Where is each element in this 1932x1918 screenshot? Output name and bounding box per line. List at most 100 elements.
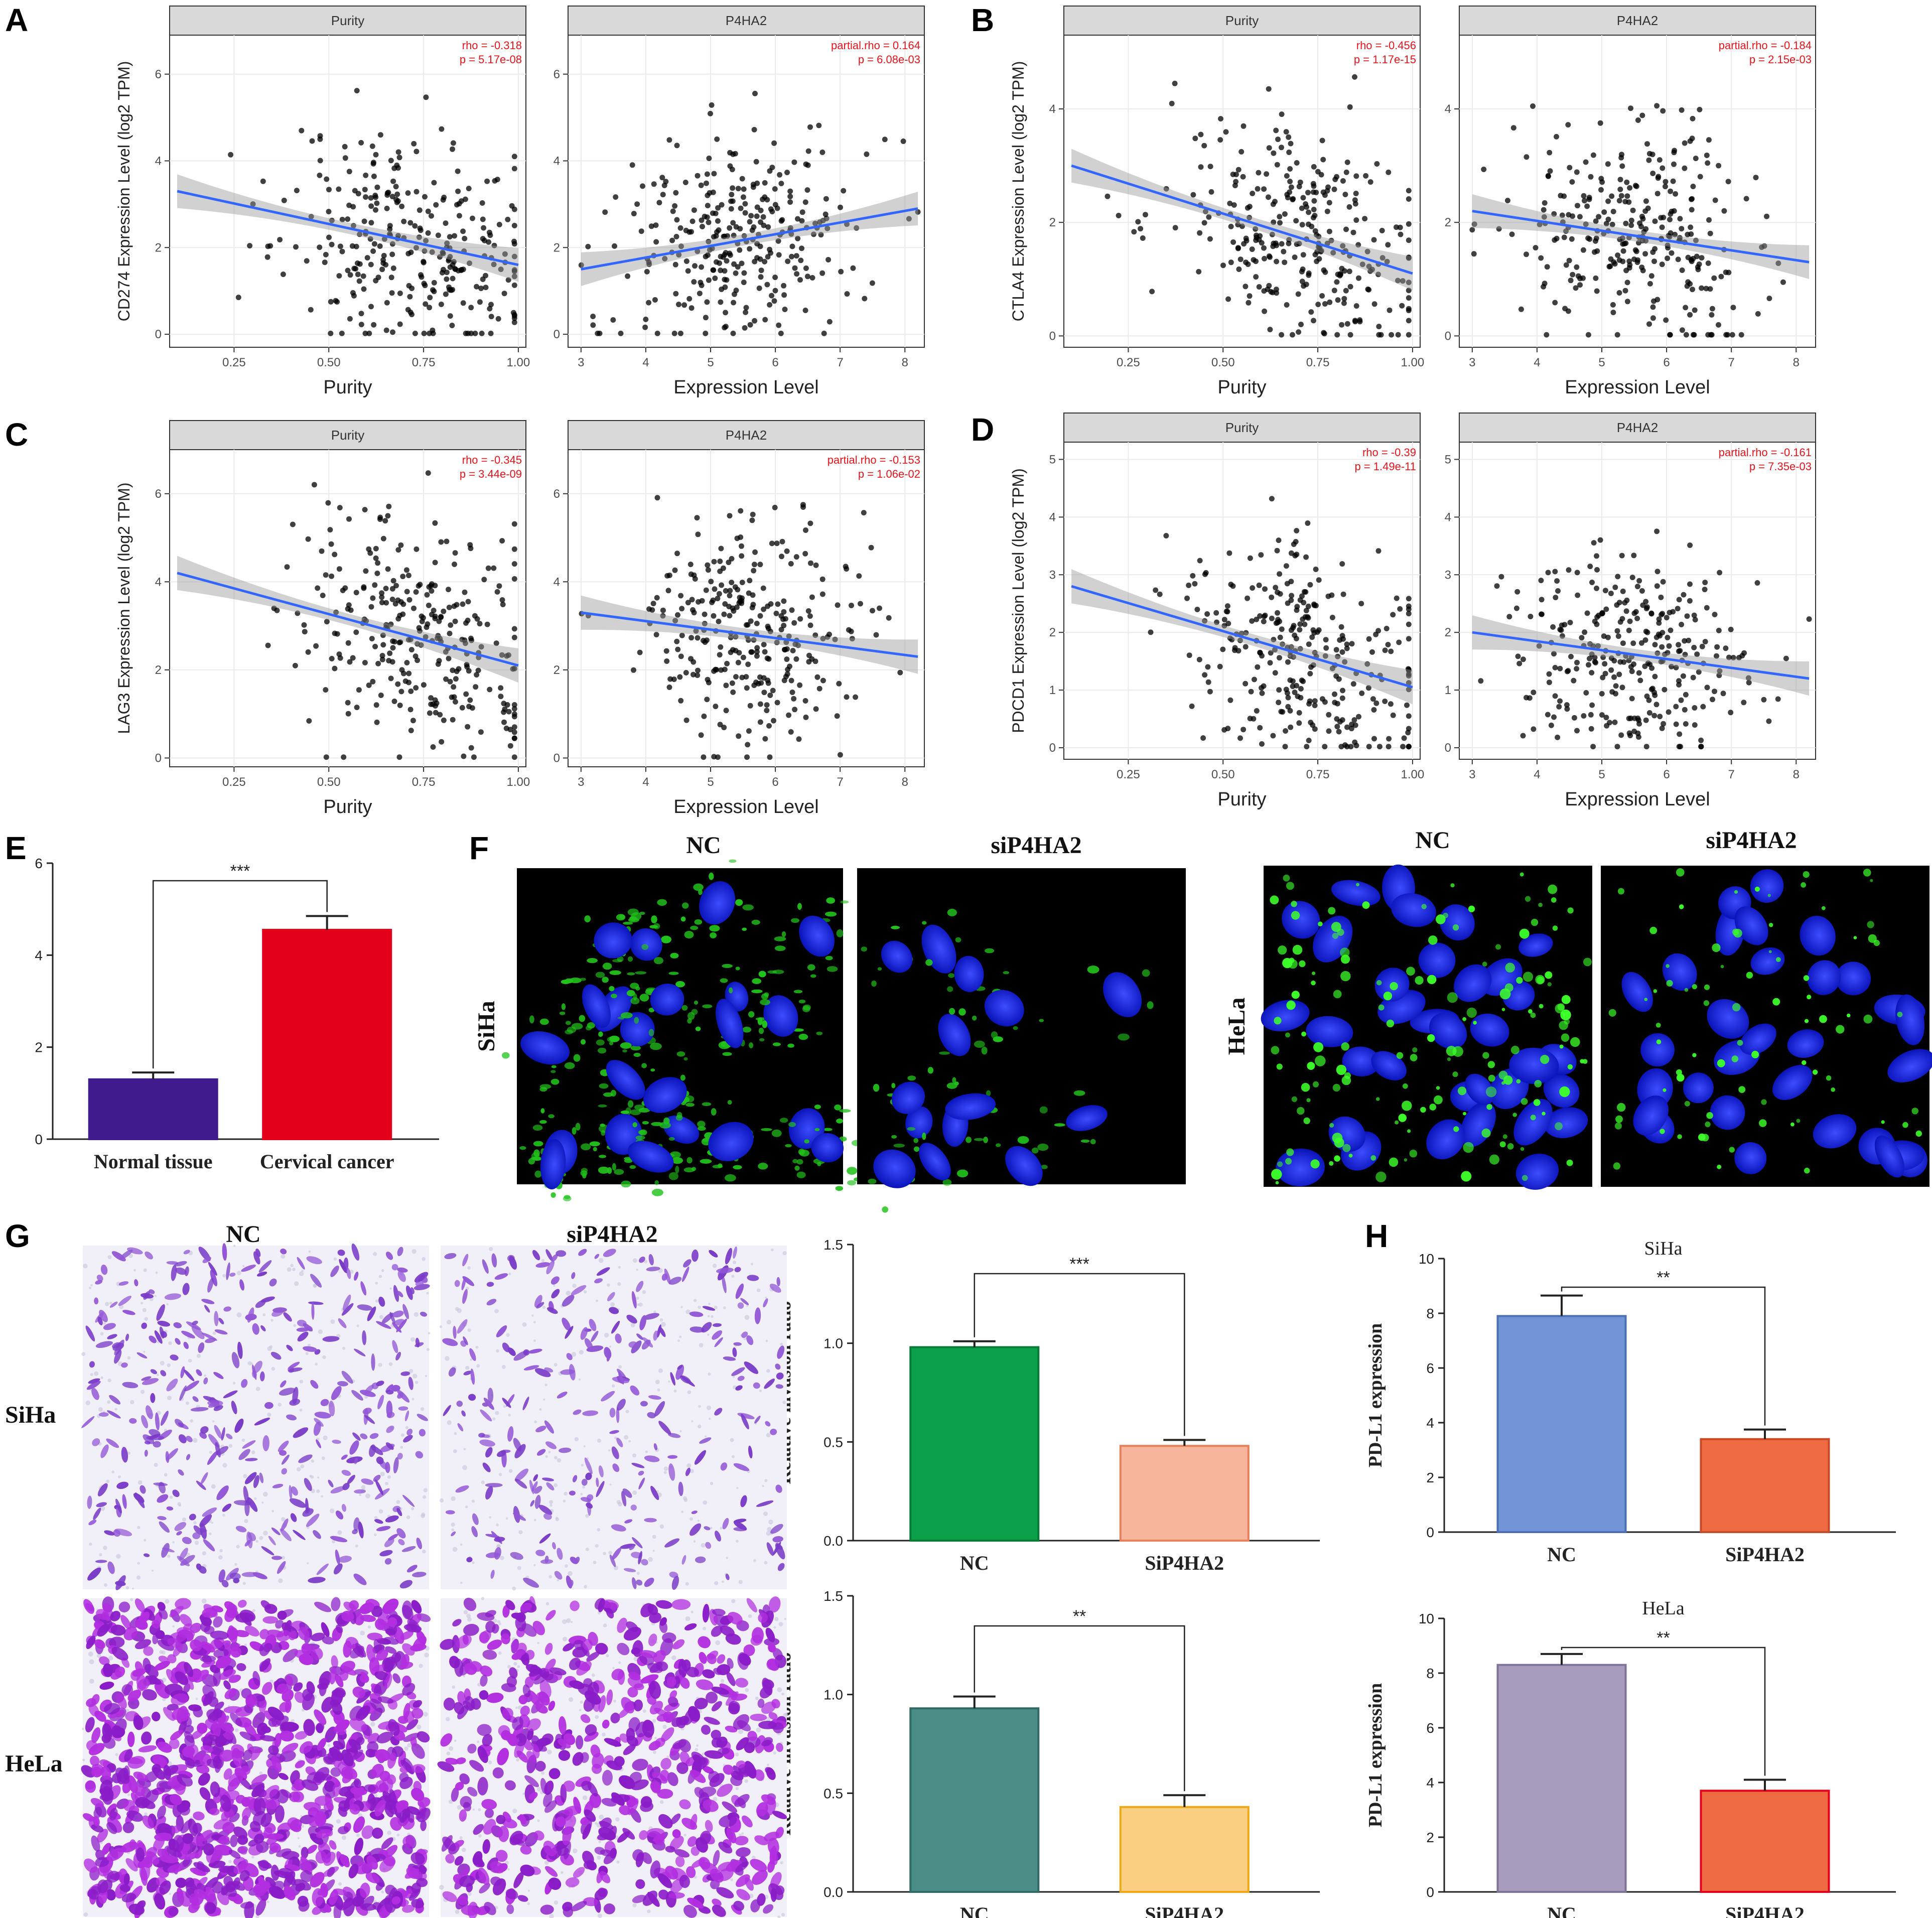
scatter-point: [1322, 301, 1328, 307]
scatter-point: [754, 204, 760, 210]
scatter-point: [390, 178, 396, 184]
scatter-point: [284, 564, 290, 570]
scatter-point: [1702, 639, 1708, 645]
stain-spot: [1796, 1119, 1801, 1123]
scatter-point: [733, 674, 739, 680]
scatter-point: [1552, 569, 1558, 575]
scatter-point: [1544, 332, 1550, 338]
stain-spot: [1539, 1004, 1544, 1009]
stain-spot: [1802, 1060, 1807, 1065]
scatter-point: [1618, 193, 1624, 199]
scatter-point: [1320, 157, 1326, 163]
scatter-point: [1677, 648, 1683, 654]
scatter-point: [719, 582, 725, 588]
scatter-point: [1628, 105, 1633, 111]
scatter-point: [363, 194, 369, 200]
scatter-point: [1618, 732, 1624, 738]
membrane-pore: [400, 1433, 405, 1437]
membrane-pore: [322, 1355, 326, 1359]
scatter-point: [1683, 721, 1689, 727]
membrane-pore: [305, 1352, 309, 1355]
scatter-point: [734, 604, 740, 610]
scatter-point: [1268, 650, 1274, 656]
stain-spot: [1301, 1082, 1310, 1092]
scatter-point: [460, 300, 466, 306]
scatter-point: [1305, 603, 1311, 609]
scatter-point: [1218, 116, 1223, 122]
scatter-point: [1287, 166, 1293, 172]
membrane-pore: [117, 1475, 121, 1478]
scatter-point: [1379, 228, 1385, 233]
scatter-point: [308, 307, 314, 313]
stain-spot: [1390, 982, 1398, 991]
scatter-point: [1285, 659, 1291, 665]
x-tick-label: 0.75: [412, 775, 436, 789]
membrane-pore: [658, 1368, 663, 1373]
stain-spot: [1436, 1086, 1440, 1090]
membrane-pore: [212, 1420, 215, 1423]
scatter-point: [1386, 744, 1392, 750]
x-tick-label: 5: [1598, 768, 1605, 781]
stain-spot: [1559, 1044, 1564, 1049]
y-tick-label: 0: [1426, 1525, 1434, 1540]
membrane-pore: [439, 1325, 443, 1328]
scatter-point: [752, 318, 758, 324]
scatter-point: [1673, 191, 1679, 197]
stain-spot: [761, 993, 768, 1000]
stain-spot: [580, 1039, 586, 1045]
scatter-point: [767, 246, 773, 252]
scatter-point: [1404, 702, 1410, 708]
scatter-point: [754, 649, 760, 655]
scatter-point: [1256, 237, 1262, 243]
scatter-point: [1313, 567, 1319, 572]
scatter-point: [711, 559, 717, 565]
scatter-point: [1692, 722, 1698, 728]
y-tick-label: 6: [1426, 1360, 1434, 1376]
membrane-pore: [766, 1369, 770, 1373]
scatter-point: [1679, 622, 1685, 627]
scatter-point: [791, 620, 797, 626]
membrane-pore: [544, 1383, 547, 1387]
scatter-point: [1637, 677, 1643, 683]
scatter-point: [1586, 195, 1592, 200]
scatter-point: [1284, 581, 1290, 587]
stain-spot: [1649, 926, 1658, 934]
stain-spot: [922, 1132, 926, 1140]
stain-spot: [1487, 1061, 1495, 1068]
stain-spot: [996, 1143, 1001, 1147]
scatter-point: [1631, 715, 1637, 721]
panel-f: NC siP4HA2 NC siP4HA2 SiHa HeLa: [473, 827, 1932, 1213]
scatter-point: [1558, 627, 1564, 633]
scatter-point: [757, 719, 763, 725]
scatter-point: [371, 241, 377, 247]
scatter-point: [1628, 222, 1634, 228]
scatter-point: [1196, 268, 1202, 275]
stain-spot: [690, 925, 699, 930]
scatter-point: [1681, 592, 1687, 598]
scatter-point: [1585, 235, 1591, 241]
scatter-point: [1720, 691, 1726, 697]
scatter-point: [726, 560, 732, 566]
membrane-pore: [465, 1365, 470, 1370]
scatter-point: [666, 137, 672, 143]
scatter-point: [781, 292, 787, 298]
stain-spot: [1486, 1104, 1492, 1110]
scatter-point: [417, 628, 423, 634]
scatter-point: [1547, 150, 1553, 156]
membrane-pore: [278, 1403, 282, 1407]
scatter-point: [443, 676, 449, 682]
scatter-point: [1676, 678, 1682, 684]
scatter-point: [752, 90, 758, 96]
scatter-point: [590, 322, 596, 328]
stain-spot: [751, 989, 763, 994]
scatter-point: [1395, 332, 1401, 338]
membrane-pore: [751, 1263, 753, 1266]
scatter-point: [1250, 585, 1256, 591]
bar: [88, 1078, 218, 1140]
scatter-point: [1610, 209, 1616, 214]
scatter-point: [1312, 698, 1318, 704]
scatter-point: [1269, 231, 1275, 237]
stain-spot: [599, 1083, 609, 1089]
